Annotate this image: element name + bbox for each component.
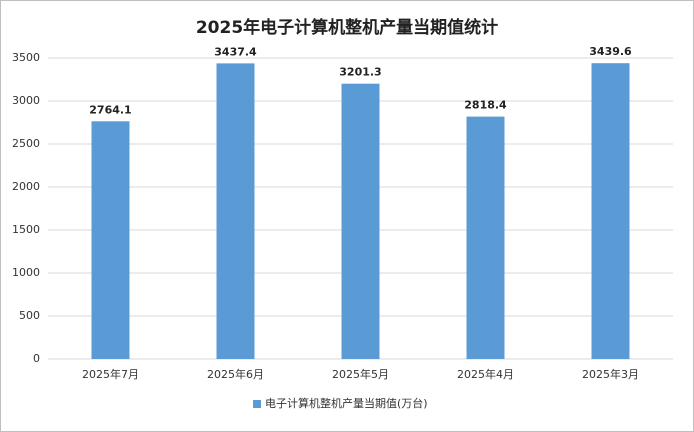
legend-label: 电子计算机整机产量当期值(万台) bbox=[265, 396, 428, 410]
y-tick-label: 3000 bbox=[12, 94, 40, 107]
y-tick-label: 2000 bbox=[12, 180, 40, 193]
value-label: 2818.4 bbox=[464, 99, 507, 112]
y-tick-label: 500 bbox=[19, 309, 40, 322]
x-tick-label: 2025年3月 bbox=[582, 367, 639, 381]
bar bbox=[466, 116, 505, 359]
chart-title: 2025年电子计算机整机产量当期值统计 bbox=[196, 17, 498, 38]
x-tick-label: 2025年7月 bbox=[82, 367, 139, 381]
bar bbox=[91, 121, 130, 359]
value-label: 2764.1 bbox=[89, 103, 131, 116]
bar bbox=[216, 63, 255, 359]
y-tick-label: 0 bbox=[33, 352, 40, 365]
value-label: 3437.4 bbox=[214, 45, 257, 58]
y-tick-label: 3500 bbox=[12, 51, 40, 64]
y-tick-label: 1000 bbox=[12, 266, 40, 279]
value-label: 3201.3 bbox=[339, 66, 381, 79]
value-label: 3439.6 bbox=[589, 45, 632, 58]
x-tick-label: 2025年5月 bbox=[332, 367, 389, 381]
x-tick-label: 2025年4月 bbox=[457, 367, 514, 381]
y-tick-label: 1500 bbox=[12, 223, 40, 236]
bar bbox=[591, 63, 630, 360]
legend-marker bbox=[253, 400, 261, 408]
x-tick-label: 2025年6月 bbox=[207, 367, 264, 381]
y-tick-label: 2500 bbox=[12, 137, 40, 150]
bar bbox=[341, 83, 380, 359]
